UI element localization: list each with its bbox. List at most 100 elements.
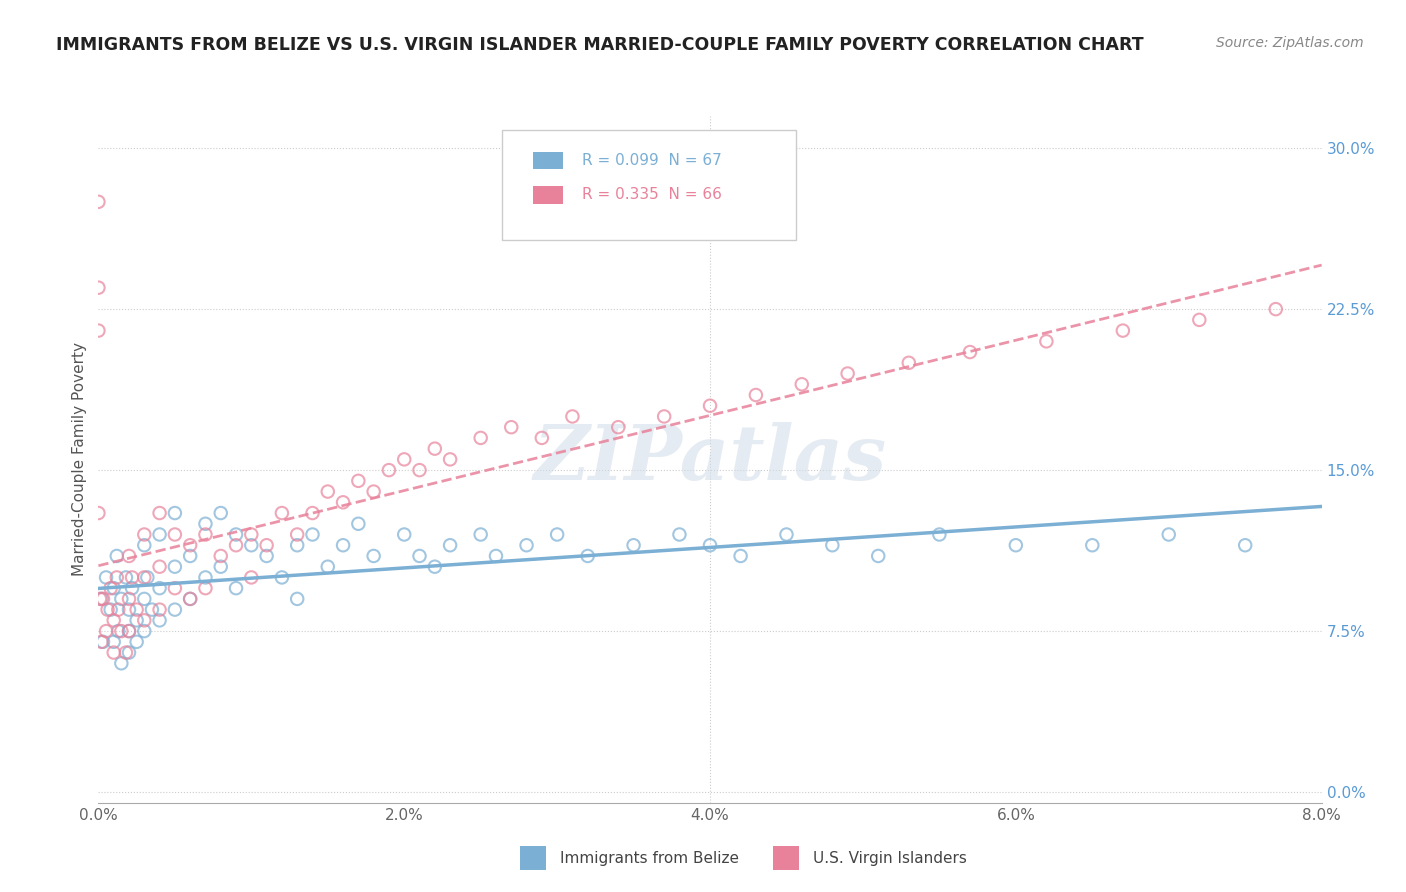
Point [423,442,446,456]
Point [240,538,263,552]
Point [100,602,122,616]
Point [194,570,217,584]
Point [121,581,143,595]
Point [90,591,112,606]
Text: ZIPatlas: ZIPatlas [533,423,887,496]
Point [423,559,446,574]
Point [209,549,232,563]
Point [103,646,125,660]
Point [149,581,172,595]
Point [105,570,128,584]
Point [1188,313,1211,327]
Point [1112,324,1135,338]
Point [347,516,370,531]
Point [134,570,156,584]
Point [256,538,278,552]
Point [516,538,538,552]
Point [285,538,308,552]
Point [91,635,114,649]
Point [285,591,308,606]
Point [316,484,339,499]
Point [699,538,721,552]
Point [485,549,508,563]
Point [699,399,721,413]
Point [149,506,172,520]
Point [301,506,323,520]
Point [775,527,797,541]
Point [392,527,416,541]
Point [110,657,132,671]
Point [94,624,117,639]
Point [97,602,120,616]
Point [332,538,354,552]
Text: Source: ZipAtlas.com: Source: ZipAtlas.com [1216,36,1364,50]
Point [149,613,172,627]
Point [179,549,201,563]
Point [136,570,159,584]
Point [118,549,141,563]
Point [118,591,141,606]
Point [163,506,186,520]
Point [392,452,416,467]
Point [163,559,186,574]
Point [225,538,247,552]
Point [576,549,599,563]
Point [103,613,125,627]
FancyBboxPatch shape [533,152,564,169]
Point [179,591,201,606]
Point [1234,538,1257,552]
Point [118,646,141,660]
Point [470,431,492,445]
Point [868,549,890,563]
Point [105,549,128,563]
Point [103,581,125,595]
Point [439,452,461,467]
Point [256,549,278,563]
Point [118,624,141,639]
Point [439,538,461,552]
Point [316,559,339,574]
Point [118,624,141,639]
Point [270,570,294,584]
Point [194,516,217,531]
Point [546,527,568,541]
Point [1081,538,1104,552]
Point [87,324,110,338]
Point [125,602,148,616]
Point [530,431,553,445]
Point [118,602,141,616]
Point [745,388,768,402]
Text: Immigrants from Belize: Immigrants from Belize [560,852,738,866]
Point [959,345,981,359]
Point [1035,334,1057,349]
Point [240,570,263,584]
Point [607,420,630,434]
Point [285,527,308,541]
Point [301,527,323,541]
Point [107,624,129,639]
Point [94,570,117,584]
Point [87,194,110,209]
Point [110,591,132,606]
Point [107,602,129,616]
Point [125,613,148,627]
Point [163,527,186,541]
Point [408,463,430,477]
Text: R = 0.099  N = 67: R = 0.099 N = 67 [582,153,721,168]
Point [730,549,752,563]
Point [470,527,492,541]
Text: R = 0.335  N = 66: R = 0.335 N = 66 [582,187,721,202]
Point [1157,527,1180,541]
Point [149,602,172,616]
Point [134,613,156,627]
Point [1264,302,1286,317]
Point [115,646,138,660]
Point [179,538,201,552]
FancyBboxPatch shape [533,186,564,203]
Text: IMMIGRANTS FROM BELIZE VS U.S. VIRGIN ISLANDER MARRIED-COUPLE FAMILY POVERTY COR: IMMIGRANTS FROM BELIZE VS U.S. VIRGIN IS… [56,36,1144,54]
Point [149,527,172,541]
Point [408,549,430,563]
Point [209,506,232,520]
Point [100,581,122,595]
Point [623,538,645,552]
